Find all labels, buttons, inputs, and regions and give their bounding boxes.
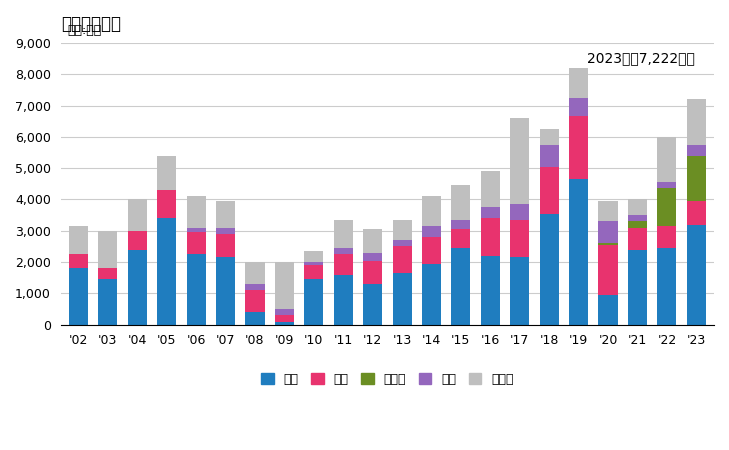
Bar (304, 265, 324, 279)
Bar (687, 201, 706, 225)
Bar (392, 247, 412, 273)
Bar (422, 226, 441, 237)
Bar (658, 189, 677, 226)
Bar (628, 250, 647, 325)
Bar (187, 232, 206, 254)
Bar (304, 279, 324, 325)
Bar (628, 199, 647, 215)
Bar (363, 253, 382, 261)
Bar (246, 290, 265, 312)
Bar (510, 257, 529, 325)
Bar (539, 129, 558, 144)
Bar (69, 254, 88, 268)
Bar (599, 245, 617, 295)
Bar (599, 201, 617, 221)
Text: 2023年：7,222トン: 2023年：7,222トン (587, 51, 695, 65)
Bar (216, 234, 235, 257)
Bar (275, 322, 294, 325)
Bar (451, 220, 470, 229)
Bar (599, 221, 617, 243)
Bar (687, 144, 706, 156)
Bar (334, 274, 353, 325)
Bar (98, 231, 117, 268)
Bar (451, 185, 470, 220)
Bar (422, 237, 441, 264)
Bar (98, 279, 117, 325)
Bar (569, 117, 588, 179)
Bar (687, 225, 706, 325)
Bar (128, 231, 147, 250)
Bar (510, 118, 529, 204)
Bar (246, 284, 265, 290)
Bar (539, 166, 558, 214)
Bar (363, 284, 382, 325)
Bar (628, 221, 647, 228)
Bar (216, 228, 235, 234)
Bar (687, 99, 706, 144)
Bar (481, 218, 500, 256)
Bar (98, 268, 117, 279)
Bar (246, 312, 265, 325)
Bar (304, 262, 324, 265)
Bar (128, 250, 147, 325)
Bar (569, 179, 588, 325)
Bar (658, 182, 677, 189)
Text: 単位:トン: 単位:トン (67, 24, 101, 37)
Bar (304, 251, 324, 262)
Bar (392, 273, 412, 325)
Bar (392, 240, 412, 247)
Bar (451, 229, 470, 248)
Bar (481, 256, 500, 325)
Bar (157, 218, 176, 325)
Bar (658, 248, 677, 325)
Bar (422, 264, 441, 325)
Bar (275, 315, 294, 322)
Legend: 米国, 英国, インド, 韓国, その他: 米国, 英国, インド, 韓国, その他 (256, 368, 518, 391)
Bar (334, 220, 353, 248)
Bar (539, 144, 558, 166)
Bar (510, 204, 529, 220)
Bar (599, 295, 617, 325)
Bar (128, 199, 147, 231)
Bar (628, 215, 647, 221)
Bar (157, 190, 176, 218)
Bar (334, 254, 353, 274)
Bar (392, 220, 412, 240)
Bar (216, 257, 235, 325)
Bar (334, 248, 353, 254)
Bar (187, 254, 206, 325)
Bar (599, 243, 617, 245)
Text: 輸出量の推移: 輸出量の推移 (61, 15, 121, 33)
Bar (687, 156, 706, 201)
Bar (69, 268, 88, 325)
Bar (275, 309, 294, 315)
Bar (658, 137, 677, 182)
Bar (187, 228, 206, 232)
Bar (187, 196, 206, 228)
Bar (481, 171, 500, 207)
Bar (275, 262, 294, 309)
Bar (363, 261, 382, 284)
Bar (569, 68, 588, 98)
Bar (451, 248, 470, 325)
Bar (157, 156, 176, 190)
Bar (510, 220, 529, 257)
Bar (539, 214, 558, 325)
Bar (363, 229, 382, 253)
Bar (246, 262, 265, 284)
Bar (658, 226, 677, 248)
Bar (69, 226, 88, 254)
Bar (481, 207, 500, 218)
Bar (216, 201, 235, 228)
Bar (569, 98, 588, 117)
Bar (628, 228, 647, 250)
Bar (422, 196, 441, 226)
